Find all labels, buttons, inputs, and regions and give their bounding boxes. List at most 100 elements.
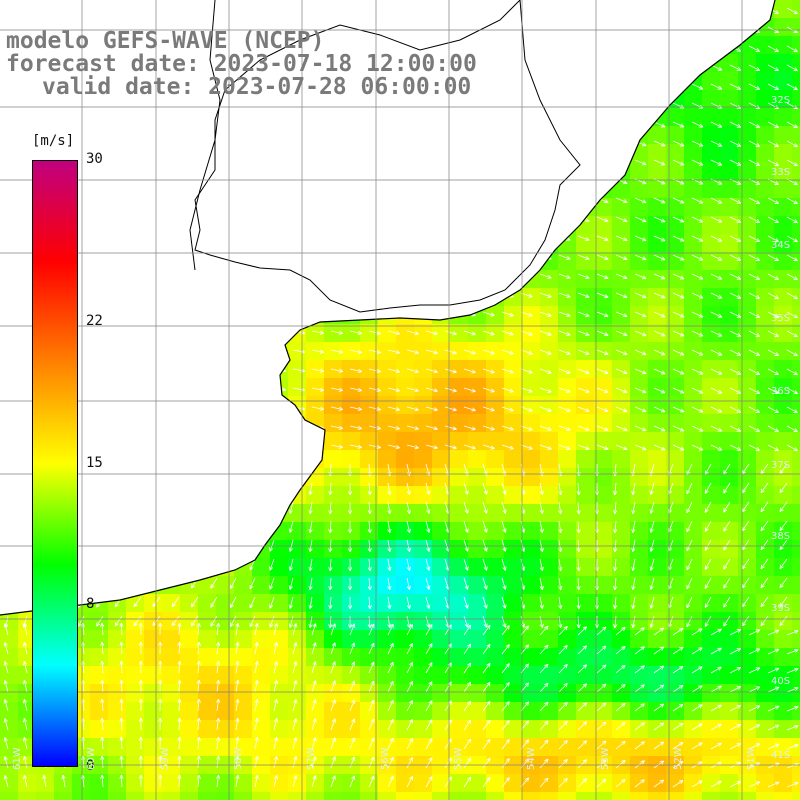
wind-arrow: [786, 648, 799, 655]
speed-cell: [702, 540, 721, 559]
wind-arrow: [615, 349, 628, 356]
speed-cell: [486, 540, 505, 559]
speed-cell: [666, 630, 685, 649]
speed-cell: [558, 594, 577, 613]
speed-cell: [630, 576, 649, 595]
speed-cell: [162, 666, 181, 685]
wind-arrow: [444, 700, 452, 712]
speed-cell: [342, 594, 361, 613]
wind-arrow: [748, 159, 761, 166]
speed-cell: [162, 738, 181, 757]
wind-arrow: [558, 645, 568, 655]
speed-cell: [738, 162, 757, 181]
speed-cell: [18, 792, 37, 800]
wind-arrow: [704, 558, 712, 570]
speed-cell: [792, 18, 800, 37]
speed-cell: [738, 702, 757, 721]
speed-cell: [324, 504, 343, 523]
wind-arrow: [100, 736, 105, 750]
speed-cell: [414, 558, 433, 577]
speed-cell: [630, 594, 649, 613]
wind-arrow: [577, 368, 590, 375]
speed-cell: [774, 702, 793, 721]
speed-cell: [720, 54, 739, 73]
wind-arrow: [406, 387, 419, 393]
speed-cell: [324, 468, 343, 487]
speed-cell: [504, 450, 523, 469]
wind-arrow: [729, 235, 742, 242]
wind-arrow: [273, 699, 279, 712]
speed-cell: [594, 648, 613, 667]
wind-arrow: [653, 140, 666, 147]
speed-cell: [522, 522, 541, 541]
speed-cell: [738, 468, 757, 487]
wind-arrow: [576, 558, 581, 572]
speed-cell: [342, 378, 361, 397]
speed-cell: [576, 522, 595, 541]
speed-cell: [378, 720, 397, 739]
wind-arrow: [387, 501, 392, 515]
river-line: [189, 0, 221, 271]
wind-arrow: [158, 641, 163, 655]
wind-arrow: [631, 501, 636, 515]
speed-cell: [792, 558, 800, 577]
speed-cell: [486, 576, 505, 595]
wind-arrow: [100, 717, 105, 731]
speed-cell: [666, 648, 685, 667]
speed-cell: [90, 684, 109, 703]
wind-arrow: [311, 406, 325, 411]
wind-arrow: [210, 577, 218, 589]
speed-cell: [378, 396, 397, 415]
wind-arrow: [138, 698, 143, 712]
speed-cell: [612, 450, 631, 469]
wind-arrow: [748, 648, 761, 655]
wind-arrow: [22, 756, 28, 769]
speed-cell: [648, 774, 667, 793]
speed-cell: [306, 522, 325, 541]
speed-cell: [162, 720, 181, 739]
wind-arrow: [539, 368, 552, 374]
speed-cell: [324, 666, 343, 685]
wind-arrow: [729, 197, 742, 204]
wind-arrow: [786, 330, 798, 338]
wind-arrow: [501, 615, 507, 628]
speed-cell: [576, 792, 595, 800]
wind-arrow: [596, 330, 609, 337]
wind-arrow: [672, 330, 685, 337]
wind-arrow: [311, 387, 325, 392]
wind-arrow: [779, 558, 788, 570]
speed-cell: [576, 612, 595, 631]
wind-arrow: [100, 641, 105, 655]
wind-arrow: [249, 577, 256, 590]
wind-arrow: [558, 482, 563, 496]
speed-cell: [342, 324, 361, 343]
speed-cell: [792, 126, 800, 145]
wind-arrow: [215, 717, 221, 731]
wind-arrow: [425, 681, 433, 693]
speed-cell: [468, 450, 487, 469]
longitude-label: 59W: [160, 747, 171, 770]
speed-cell: [774, 792, 793, 800]
wind-arrow: [596, 702, 607, 712]
wind-arrow: [710, 666, 722, 674]
wind-arrow: [444, 349, 457, 355]
speed-cell: [684, 684, 703, 703]
speed-cell: [144, 702, 163, 721]
wind-arrow: [425, 330, 438, 336]
wind-arrow: [686, 520, 693, 533]
wind-arrow: [779, 463, 788, 475]
wind-arrow: [347, 615, 353, 629]
wind-arrow: [653, 425, 666, 432]
border-line: [194, 0, 581, 313]
wind-arrow: [425, 738, 433, 750]
wind-arrow: [444, 406, 457, 412]
wind-arrow: [368, 368, 381, 374]
speed-cell: [666, 306, 685, 325]
wind-arrow: [482, 643, 491, 655]
wind-arrow: [482, 425, 495, 431]
speed-cell: [792, 108, 800, 127]
speed-cell: [774, 324, 793, 343]
wind-arrow: [691, 685, 703, 693]
wind-arrow: [779, 539, 788, 551]
